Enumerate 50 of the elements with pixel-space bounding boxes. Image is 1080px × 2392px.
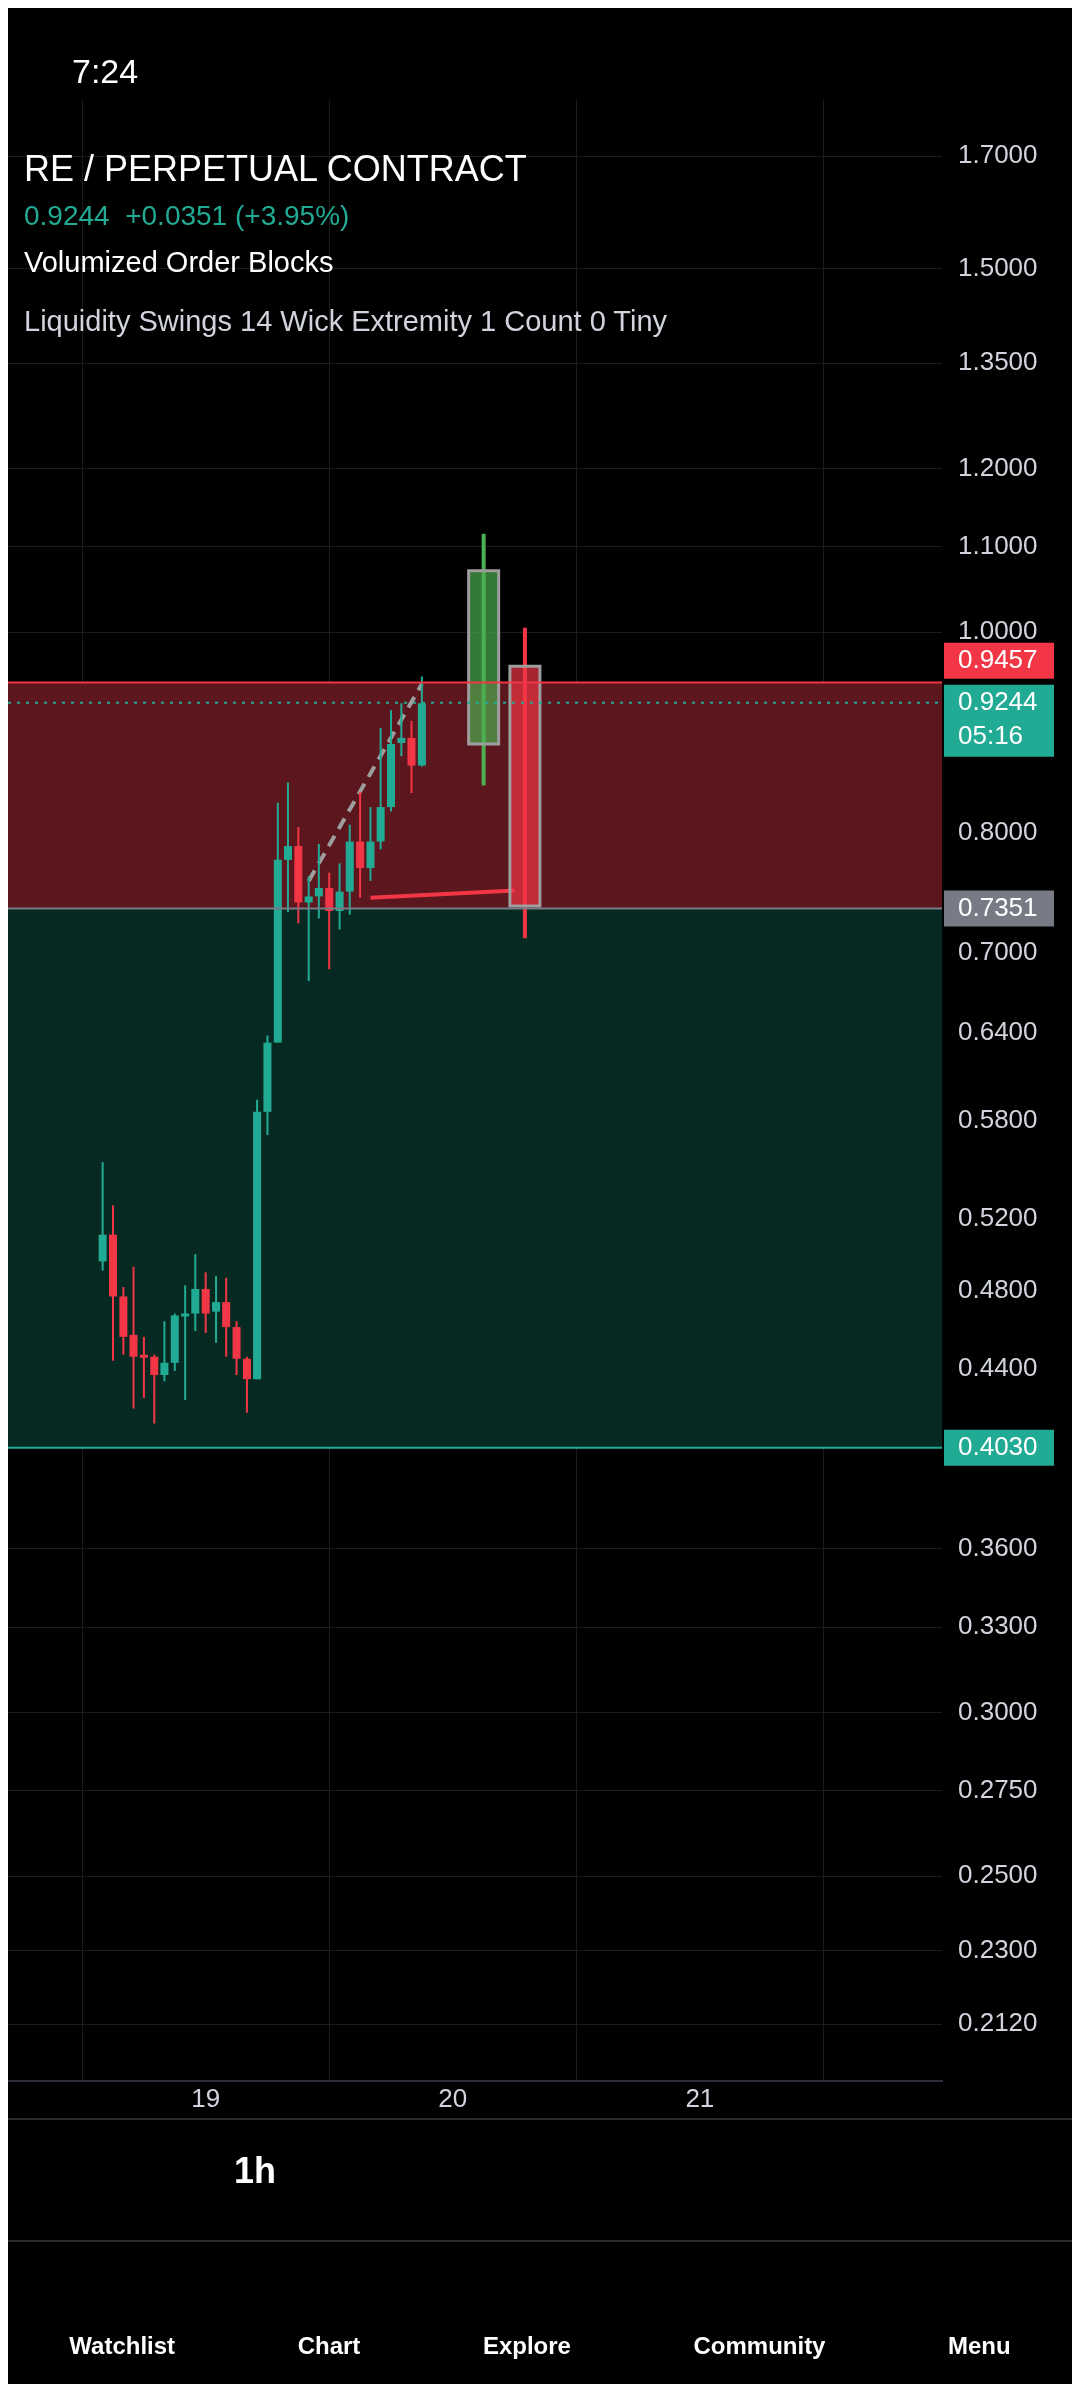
y-tick-label: 0.5200 bbox=[958, 1202, 1038, 1233]
candlestick bbox=[181, 1284, 190, 1402]
y-tick-label: 0.6400 bbox=[958, 1015, 1038, 1046]
text: Community bbox=[693, 2332, 826, 2360]
x-tick-label: 20 bbox=[438, 2082, 468, 2113]
text: Watchlist bbox=[69, 2332, 176, 2360]
y-tick-label: 0.3300 bbox=[958, 1610, 1038, 1641]
text: 1h bbox=[234, 2150, 277, 2192]
ref-line-label: 0.7351 bbox=[958, 891, 1038, 922]
candlestick bbox=[139, 1335, 148, 1399]
ref-line-label: 0.9244 05:16 bbox=[958, 686, 1038, 751]
y-tick-label: 0.4400 bbox=[958, 1352, 1038, 1383]
text: Chart bbox=[297, 2332, 361, 2360]
text: Menu bbox=[948, 2332, 1011, 2360]
candlestick bbox=[212, 1275, 221, 1344]
candlestick bbox=[150, 1353, 159, 1425]
candlestick bbox=[160, 1320, 169, 1383]
x-tick-label: 19 bbox=[191, 2082, 221, 2113]
ref-line-label: 0.9457 bbox=[958, 644, 1038, 675]
y-tick-label: 0.2300 bbox=[958, 1934, 1038, 1965]
candlestick bbox=[325, 871, 334, 971]
y-tick-label: 1.3500 bbox=[958, 346, 1038, 377]
y-tick-label: 0.7000 bbox=[958, 935, 1038, 966]
y-tick-label: 0.3600 bbox=[958, 1532, 1038, 1563]
candlestick bbox=[283, 781, 292, 914]
annotation: Liquidity Swings 14 Wick Extremity 1 Count 0 Tiny bbox=[24, 305, 668, 338]
ref-line-label: 0.4030 bbox=[958, 1430, 1038, 1461]
y-tick-label: 0.2120 bbox=[958, 2007, 1038, 2038]
x-tick-label: 21 bbox=[685, 2082, 715, 2113]
y-tick-label: 1.5000 bbox=[958, 251, 1038, 282]
candlestick bbox=[397, 702, 406, 758]
y-tick-label: 1.1000 bbox=[958, 529, 1038, 560]
y-tick-label: 0.2500 bbox=[958, 1859, 1038, 1890]
annotation: Volumized Order Blocks bbox=[24, 246, 335, 279]
text: 7:24 bbox=[72, 52, 139, 91]
candlestick bbox=[129, 1265, 138, 1410]
candlestick bbox=[304, 875, 313, 982]
y-tick-label: 0.8000 bbox=[958, 815, 1038, 846]
y-tick-label: 1.0000 bbox=[958, 615, 1038, 646]
y-tick-label: 0.5800 bbox=[958, 1104, 1038, 1135]
y-tick-label: 0.4800 bbox=[958, 1274, 1038, 1305]
text: RE / PERPETUAL CONTRACT bbox=[24, 148, 528, 190]
y-tick-label: 0.3000 bbox=[958, 1695, 1038, 1726]
text: Explore bbox=[482, 2332, 571, 2360]
y-tick-label: 1.2000 bbox=[958, 451, 1038, 482]
candlestick bbox=[242, 1355, 251, 1414]
y-tick-label: 0.2750 bbox=[958, 1773, 1038, 1804]
candlestick bbox=[314, 842, 323, 920]
text: 0.9244 +0.0351 (+3.95%) bbox=[24, 200, 351, 232]
y-tick-label: 1.7000 bbox=[958, 139, 1038, 170]
